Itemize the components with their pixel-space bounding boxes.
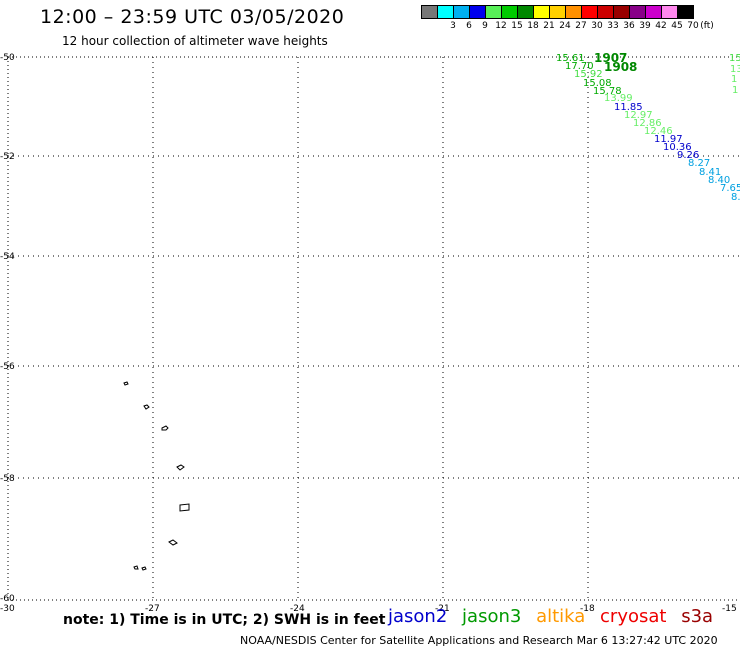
- island-shape: [133, 565, 139, 570]
- page-subtitle: 12 hour collection of altimeter wave hei…: [62, 34, 328, 48]
- wave-height-label: 13: [730, 64, 740, 75]
- legend-swatch: [453, 5, 470, 19]
- x-tick-label: -18: [580, 604, 595, 614]
- wave-height-label: 9.26: [677, 150, 699, 161]
- wave-height-label: 15.92: [574, 69, 603, 80]
- legend-label: 12: [495, 21, 507, 31]
- legend-swatch: [485, 5, 502, 19]
- wave-height-label: 12.46: [644, 126, 673, 137]
- y-tick-label: -58: [0, 474, 15, 484]
- legend-swatch: [565, 5, 582, 19]
- legend-label: 24: [559, 21, 571, 31]
- y-tick-label: -56: [0, 362, 15, 372]
- y-tick-label: -54: [0, 252, 15, 262]
- wave-height-label: 15.08: [583, 78, 612, 89]
- legend-swatch: [581, 5, 598, 19]
- x-tick-label: -30: [0, 604, 15, 614]
- wave-height-label: 17.70: [565, 61, 594, 72]
- wave-height-label: 15: [729, 53, 740, 64]
- legend-swatch: [421, 5, 438, 19]
- page-title: 12:00 – 23:59 UTC 03/05/2020: [40, 6, 345, 28]
- island-shape: [161, 425, 169, 431]
- pass-time-label: 1908: [604, 60, 637, 74]
- y-tick-label: -52: [0, 152, 15, 162]
- legend-label: 39: [639, 21, 651, 31]
- satellite-legend: jason2 jason3 altika cryosat s3a: [388, 606, 722, 627]
- wave-height-label: 13.99: [604, 93, 633, 104]
- wave-height-label: 1: [732, 85, 738, 96]
- wave-height-label: 8.40: [708, 175, 730, 186]
- island-shape: [143, 404, 150, 410]
- footer-credit: NOAA/NESDIS Center for Satellite Applica…: [240, 634, 718, 647]
- legend-label: 30: [591, 21, 603, 31]
- legend-swatch: [661, 5, 678, 19]
- legend-label: 9: [482, 21, 488, 31]
- x-tick-label: -27: [145, 604, 160, 614]
- legend-swatch: [629, 5, 646, 19]
- color-scale-labels: 3 6 9 12 15 18 21 24 27 30 33 36 39 42 45 70 (ft): [421, 21, 740, 33]
- legend-swatch: [469, 5, 486, 19]
- legend-label: 27: [575, 21, 587, 31]
- wave-height-label: 8.27: [688, 158, 710, 169]
- island-shape: [176, 464, 185, 471]
- legend-label: 45: [671, 21, 683, 31]
- island-shape: [168, 539, 178, 546]
- wave-height-label: 10.36: [663, 142, 692, 153]
- satellite-name-s3a: s3a: [681, 606, 714, 627]
- legend-label: 6: [466, 21, 472, 31]
- x-tick-label: -24: [290, 604, 305, 614]
- legend-swatch: [549, 5, 566, 19]
- wave-height-label: 1: [731, 74, 737, 85]
- wave-height-label: 15.61: [556, 53, 585, 64]
- wave-height-label: 11.85: [614, 102, 643, 113]
- wave-height-label: 7.65: [720, 183, 740, 194]
- legend-swatch: [501, 5, 518, 19]
- legend-swatch: [613, 5, 630, 19]
- legend-label: 15: [511, 21, 523, 31]
- wave-height-label: 15.78: [593, 86, 622, 97]
- legend-swatch: [517, 5, 534, 19]
- legend-unit: (ft): [700, 21, 714, 31]
- y-tick-label: -50: [0, 53, 15, 63]
- legend-label: 70: [687, 21, 699, 31]
- legend-swatch: [437, 5, 454, 19]
- wave-height-label: 12.86: [633, 118, 662, 129]
- legend-swatch: [645, 5, 662, 19]
- legend-label: 33: [607, 21, 619, 31]
- satellite-name-jason3: jason3: [462, 606, 522, 627]
- legend-label: 36: [623, 21, 635, 31]
- legend-label: 3: [450, 21, 456, 31]
- island-shape: [123, 381, 129, 386]
- legend-swatch: [533, 5, 550, 19]
- legend-swatch: [597, 5, 614, 19]
- x-tick-label: -21: [435, 604, 450, 614]
- x-tick-label: -15: [722, 604, 737, 614]
- island-outlines: [123, 381, 190, 571]
- color-scale-legend: [421, 5, 694, 19]
- legend-label: 21: [543, 21, 555, 31]
- legend-label: 42: [655, 21, 667, 31]
- wave-height-label: 8.: [731, 192, 740, 203]
- y-tick-label: -60: [0, 594, 15, 604]
- island-shape: [141, 566, 147, 571]
- pass-time-label: 1907: [594, 51, 627, 65]
- wave-height-label: 12.97: [624, 110, 653, 121]
- legend-label: 18: [527, 21, 539, 31]
- note-text: note: 1) Time is in UTC; 2) SWH is in fe…: [63, 612, 386, 628]
- wave-height-label: 11.97: [654, 134, 683, 145]
- satellite-name-altika: altika: [536, 606, 586, 627]
- island-shape: [179, 503, 190, 512]
- satellite-name-jason2: jason2: [388, 606, 448, 627]
- wave-height-label: 8.41: [699, 167, 721, 178]
- satellite-name-cryosat: cryosat: [600, 606, 667, 627]
- legend-swatch: [677, 5, 694, 19]
